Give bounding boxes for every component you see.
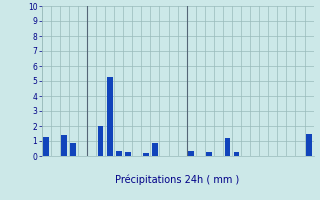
Bar xyxy=(234,152,239,156)
Bar xyxy=(116,151,122,156)
Bar xyxy=(143,153,149,156)
Bar xyxy=(306,134,312,156)
Bar xyxy=(70,142,76,156)
Bar xyxy=(43,137,49,156)
Bar xyxy=(98,126,103,156)
Bar xyxy=(107,76,113,156)
Bar xyxy=(125,152,131,156)
Bar xyxy=(206,152,212,156)
Bar xyxy=(61,135,67,156)
Bar xyxy=(152,143,158,156)
Bar xyxy=(225,138,230,156)
X-axis label: Précipitations 24h ( mm ): Précipitations 24h ( mm ) xyxy=(116,175,240,185)
Bar xyxy=(188,151,194,156)
